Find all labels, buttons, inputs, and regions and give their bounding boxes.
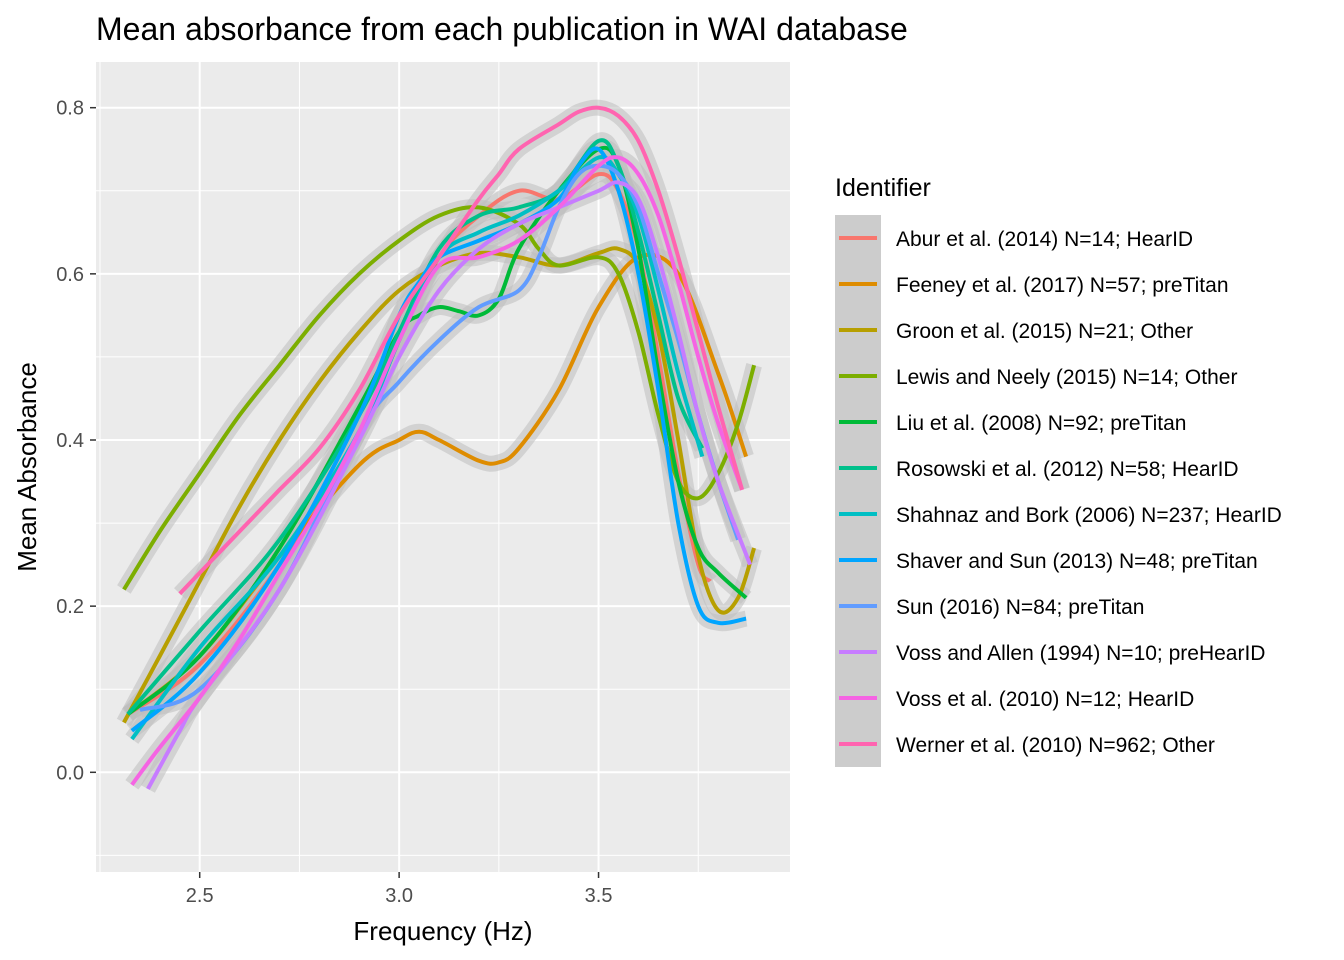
legend-label: Voss and Allen (1994) N=10; preHearID	[896, 642, 1265, 665]
y-tick-label: 0.2	[56, 596, 84, 618]
series-line	[126, 138, 705, 716]
x-tick-label: 3.5	[585, 885, 613, 907]
series-line	[178, 105, 745, 596]
x-axis-title: Frequency (Hz)	[353, 916, 532, 946]
axis-ticks: 2.5 3.0 3.5 0.0 0.2 0.4 0.6 0.8	[56, 98, 612, 907]
legend-label: Abur et al. (2014) N=14; HearID	[896, 228, 1193, 251]
series-line	[130, 146, 747, 733]
y-axis-title: Mean Absorbance	[12, 362, 42, 572]
legend-label: Shaver and Sun (2013) N=48; preTitan	[896, 550, 1258, 573]
x-tick-label: 3.0	[385, 885, 413, 907]
legend-label: Shahnaz and Bork (2006) N=237; HearID	[896, 504, 1282, 527]
y-tick-label: 0.4	[56, 430, 84, 452]
series-line	[139, 163, 740, 712]
legend-label: Lewis and Neely (2015) N=14; Other	[896, 366, 1237, 389]
legend-label: Feeney et al. (2017) N=57; preTitan	[896, 274, 1229, 297]
x-tick-label: 2.5	[186, 885, 214, 907]
series-lines	[122, 105, 757, 790]
series-line	[122, 205, 757, 591]
legend: Identifier Abur et al. (2014) N=14; Hear…	[835, 174, 1282, 767]
legend-label: Rosowski et al. (2012) N=58; HearID	[896, 458, 1239, 481]
legend-label: Liu et al. (2008) N=92; preTitan	[896, 412, 1186, 435]
legend-label: Groon et al. (2015) N=21; Other	[896, 320, 1193, 343]
series-line	[122, 246, 757, 724]
y-tick-label: 0.8	[56, 98, 84, 120]
y-tick-label: 0.6	[56, 264, 84, 286]
legend-title: Identifier	[835, 174, 931, 202]
legend-label: Voss et al. (2010) N=12; HearID	[896, 688, 1194, 711]
series-line	[130, 155, 744, 786]
chart-title: Mean absorbance from each publication in…	[96, 11, 908, 47]
legend-label: Werner et al. (2010) N=962; Other	[896, 734, 1215, 757]
y-tick-label: 0.0	[56, 762, 84, 784]
series-line	[130, 155, 705, 741]
series-line	[146, 180, 752, 790]
series-line	[126, 145, 748, 716]
legend-label: Sun (2016) N=84; preTitan	[896, 596, 1144, 619]
